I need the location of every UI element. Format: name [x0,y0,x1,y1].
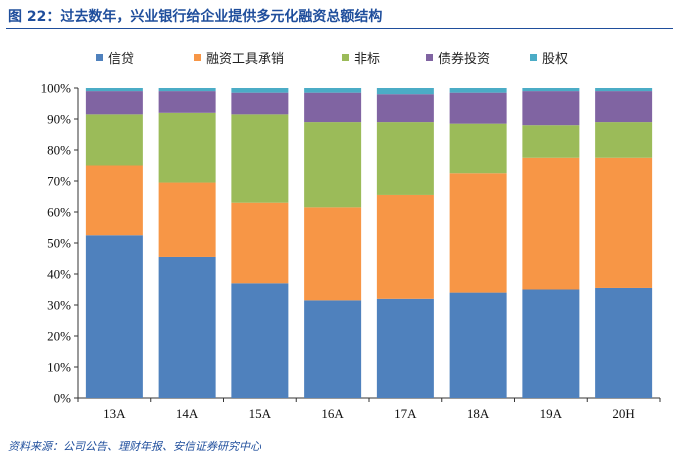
bar-segment-13A-0 [85,235,143,398]
y-tick-label: 10% [47,360,71,375]
bar-segment-16A-0 [304,300,362,398]
bar-segment-15A-2 [231,114,289,203]
chart-title: 图 22：过去数年，兴业银行给企业提供多元化融资总额结构 [8,9,383,25]
bar-segment-17A-4 [376,88,434,95]
legend-swatch [426,54,433,61]
chart-legend: 信贷 融资工具承销 非标 债券投资 股权 [96,48,590,67]
bar-segment-20H-4 [595,88,653,92]
bar-segment-16A-1 [304,207,362,301]
y-tick-label: 90% [47,112,71,127]
legend-label: 股权 [542,52,569,67]
bar-segment-15A-4 [231,88,289,93]
legend-swatch [194,54,201,61]
bar-segment-13A-1 [85,165,143,236]
legend-item: 融资工具承销 [194,48,342,67]
bar-segment-15A-3 [231,92,289,115]
x-tick-label: 13A [103,406,126,421]
bar-segment-13A-2 [85,114,143,166]
legend-label: 非标 [354,52,381,67]
bar-segment-14A-0 [158,256,216,398]
x-tick-label: 20H [612,406,634,421]
bar-segment-19A-2 [522,125,580,158]
bar-segment-20H-1 [595,157,653,288]
bar-segment-13A-3 [85,91,143,115]
bar-segment-17A-3 [376,94,434,123]
y-tick-label: 50% [47,236,71,251]
bar-segment-19A-1 [522,157,580,290]
x-tick-label: 14A [176,406,199,421]
legend-swatch [96,54,103,61]
bar-segment-16A-2 [304,122,362,208]
y-tick-label: 100% [41,81,72,96]
legend-label: 债券投资 [438,52,491,67]
bar-segment-14A-4 [158,88,216,92]
bar-segment-18A-2 [449,123,507,174]
legend-item: 债券投资 [426,48,530,67]
y-tick-label: 80% [47,143,71,158]
bar-segment-20H-0 [595,287,653,398]
bar-segment-17A-0 [376,298,434,398]
y-tick-label: 60% [47,205,71,220]
bar-segment-19A-3 [522,91,580,126]
legend-swatch [530,54,537,61]
x-tick-label: 17A [394,406,417,421]
bar-segment-19A-4 [522,88,580,92]
bar-segment-18A-4 [449,88,507,93]
source-note: 资料来源：公司公告、理财年报、安信证券研究中心 [8,440,261,453]
bar-segment-14A-1 [158,182,216,257]
x-tick-label: 19A [540,406,563,421]
bar-segment-19A-0 [522,289,580,398]
x-tick-label: 15A [249,406,272,421]
y-tick-label: 40% [47,267,71,282]
bar-segment-13A-4 [85,88,143,92]
y-tick-label: 30% [47,298,71,313]
legend-item: 非标 [342,48,426,67]
bar-segment-17A-2 [376,122,434,195]
bar-segment-20H-3 [595,91,653,123]
bar-segment-17A-1 [376,194,434,299]
y-tick-label: 70% [47,174,71,189]
title-divider [6,28,673,29]
bar-segment-18A-3 [449,92,507,124]
legend-item: 信贷 [96,48,194,67]
legend-swatch [342,54,349,61]
bar-segment-14A-2 [158,112,216,183]
bar-segment-15A-0 [231,283,289,398]
legend-label: 融资工具承销 [206,52,285,67]
bar-segment-18A-0 [449,292,507,398]
x-tick-label: 18A [467,406,490,421]
bar-segment-16A-3 [304,92,362,123]
y-tick-label: 0% [54,391,72,406]
x-tick-label: 16A [321,406,344,421]
bar-segment-15A-1 [231,202,289,284]
legend-item: 股权 [530,48,590,67]
y-tick-label: 20% [47,329,71,344]
legend-label: 信贷 [108,52,135,67]
bar-segment-16A-4 [304,88,362,93]
bar-segment-18A-1 [449,173,507,293]
bar-segment-14A-3 [158,91,216,113]
bar-segment-20H-2 [595,122,653,158]
